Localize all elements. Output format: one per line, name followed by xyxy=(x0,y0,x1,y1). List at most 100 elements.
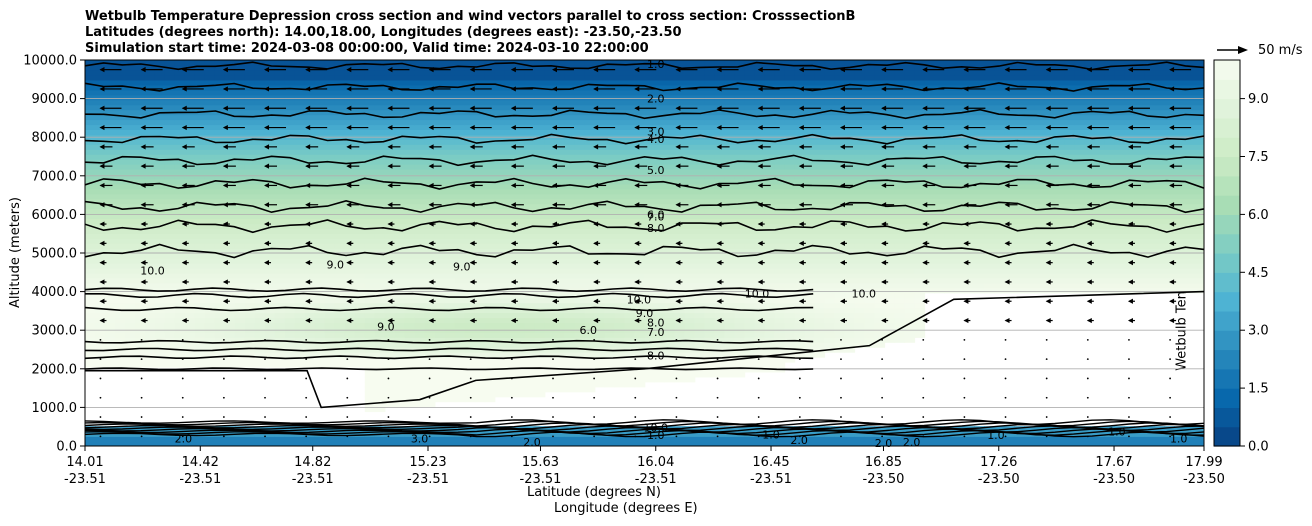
field-cell xyxy=(444,277,456,284)
field-cell xyxy=(494,168,506,175)
field-cell xyxy=(374,223,386,229)
field-cell xyxy=(434,114,446,121)
field-cell xyxy=(564,337,576,343)
field-cell xyxy=(95,312,106,319)
field-cell xyxy=(144,262,156,269)
field-cell xyxy=(744,267,756,274)
field-cell xyxy=(564,441,576,446)
field-cell xyxy=(574,119,586,126)
field-cell xyxy=(494,119,506,126)
field-cell xyxy=(135,292,146,299)
field-cell xyxy=(504,262,516,269)
field-cell xyxy=(95,69,106,76)
field-cell xyxy=(654,163,666,170)
field-cell xyxy=(444,213,456,220)
field-cell xyxy=(354,84,366,91)
field-cell xyxy=(234,361,246,368)
field-cell xyxy=(374,89,386,96)
field-cell xyxy=(464,307,476,314)
field-cell xyxy=(154,154,166,160)
field-cell xyxy=(264,312,276,319)
field-cell xyxy=(324,69,336,76)
field-cell xyxy=(85,267,96,274)
field-cell xyxy=(284,173,296,180)
field-cell xyxy=(374,317,386,323)
field-cell xyxy=(674,94,686,101)
field-cell xyxy=(574,371,586,378)
field-cell xyxy=(744,352,756,358)
field-cell xyxy=(534,267,546,274)
field-cell xyxy=(704,129,716,135)
field-cell xyxy=(394,99,406,106)
field-cell xyxy=(594,376,606,383)
field-cell xyxy=(754,69,766,76)
field-cell xyxy=(664,114,676,121)
field-cell xyxy=(544,168,556,175)
field-cell xyxy=(544,79,556,86)
field-cell xyxy=(444,381,456,388)
field-cell xyxy=(634,302,646,309)
field-cell xyxy=(154,248,166,254)
field-cell xyxy=(514,74,526,81)
field-cell xyxy=(704,342,716,348)
field-cell xyxy=(364,267,376,274)
field-cell xyxy=(484,74,496,81)
field-cell xyxy=(674,282,686,289)
field-cell xyxy=(424,366,436,373)
field-cell xyxy=(474,149,486,155)
field-cell xyxy=(474,223,486,229)
field-cell xyxy=(504,69,516,76)
field-cell xyxy=(704,163,716,170)
field-cell xyxy=(204,238,216,244)
field-cell xyxy=(274,322,286,328)
field-cell xyxy=(105,183,116,190)
field-cell xyxy=(334,342,346,348)
field-cell xyxy=(214,173,226,180)
field-cell xyxy=(344,168,356,175)
field-cell xyxy=(154,356,166,363)
field-cell xyxy=(744,188,756,195)
field-cell xyxy=(784,218,796,225)
field-cell xyxy=(264,183,276,190)
field-cell xyxy=(444,322,456,328)
field-cell xyxy=(105,198,116,205)
field-cell xyxy=(574,441,586,446)
field-cell xyxy=(334,282,346,289)
field-cell xyxy=(604,94,616,101)
field-cell xyxy=(85,248,96,254)
field-cell xyxy=(214,277,226,284)
field-cell xyxy=(184,218,196,225)
field-cell xyxy=(704,441,716,446)
field-cell xyxy=(804,307,816,314)
field-cell xyxy=(704,119,716,126)
field-cell xyxy=(564,109,576,116)
field-cell xyxy=(624,356,636,363)
field-cell xyxy=(474,233,486,239)
field-cell xyxy=(314,139,326,145)
field-cell xyxy=(514,223,526,229)
field-cell xyxy=(154,426,166,432)
field-cell xyxy=(524,89,536,96)
field-cell xyxy=(514,218,526,225)
field-cell xyxy=(444,208,456,215)
field-cell xyxy=(274,332,286,338)
field-cell xyxy=(424,441,436,446)
field-cell xyxy=(644,173,656,180)
field-cell xyxy=(504,337,516,343)
field-cell xyxy=(584,371,596,378)
field-cell xyxy=(434,337,446,343)
field-cell xyxy=(95,99,106,106)
field-cell xyxy=(454,441,466,446)
field-cell xyxy=(754,262,766,269)
field-cell xyxy=(704,193,716,200)
field-cell xyxy=(794,183,806,190)
field-cell xyxy=(604,109,616,116)
field-cell xyxy=(654,371,666,378)
field-cell xyxy=(394,272,406,279)
field-cell xyxy=(584,154,596,160)
field-cell xyxy=(544,69,556,76)
field-cell xyxy=(374,188,386,195)
field-cell xyxy=(614,376,626,383)
field-cell xyxy=(95,139,106,145)
field-cell xyxy=(135,228,146,234)
